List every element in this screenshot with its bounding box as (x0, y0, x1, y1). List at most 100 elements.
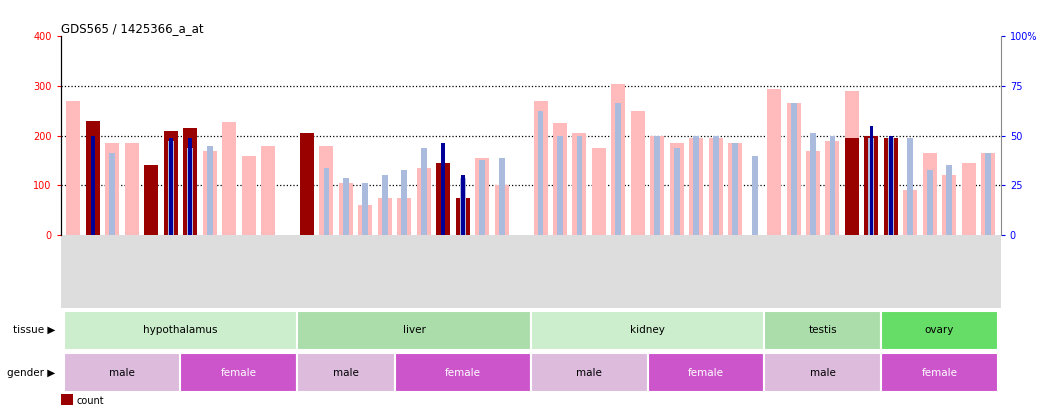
Bar (417, 168, 431, 235)
Bar (86, 121, 100, 235)
Bar (576, 136, 583, 235)
Bar (865, 136, 878, 235)
Text: male: male (576, 368, 603, 377)
Bar (64, 353, 180, 392)
Bar (188, 148, 193, 235)
Bar (320, 145, 333, 235)
Bar (592, 148, 606, 235)
Bar (845, 138, 859, 235)
Bar (558, 136, 563, 235)
Bar (381, 175, 388, 235)
Text: hypothalamus: hypothalamus (144, 325, 218, 335)
Bar (713, 136, 719, 235)
Bar (615, 103, 621, 235)
Bar (830, 136, 835, 235)
Bar (790, 103, 796, 235)
Bar (461, 175, 464, 235)
Text: female: female (687, 368, 724, 377)
Bar (631, 111, 645, 235)
Bar (985, 153, 991, 235)
Bar (826, 141, 839, 235)
Bar (394, 353, 530, 392)
Bar (942, 175, 956, 235)
Bar (533, 101, 547, 235)
Bar (163, 131, 178, 235)
Bar (106, 143, 119, 235)
Text: gender ▶: gender ▶ (7, 368, 56, 377)
Text: ovary: ovary (924, 325, 955, 335)
Bar (981, 153, 996, 235)
Text: male: male (810, 368, 835, 377)
Bar (670, 143, 683, 235)
Bar (358, 205, 372, 235)
Bar (202, 151, 217, 235)
Bar (923, 153, 937, 235)
Text: kidney: kidney (630, 325, 665, 335)
Bar (363, 183, 368, 235)
Bar (806, 151, 820, 235)
Bar (456, 198, 470, 235)
Bar (436, 171, 451, 235)
Bar (298, 311, 530, 350)
Text: count: count (77, 396, 104, 405)
Bar (728, 143, 742, 235)
Bar (206, 145, 213, 235)
Bar (189, 138, 192, 235)
Bar (499, 158, 504, 235)
Bar (479, 160, 485, 235)
Bar (339, 183, 353, 235)
Bar (869, 138, 874, 235)
Bar (125, 143, 138, 235)
Bar (324, 168, 329, 235)
Text: male: male (333, 368, 358, 377)
Bar (168, 141, 174, 235)
Bar (889, 136, 893, 235)
Bar (881, 311, 998, 350)
Text: tissue ▶: tissue ▶ (14, 325, 56, 335)
Bar (553, 123, 567, 235)
Text: female: female (921, 368, 958, 377)
Bar (145, 165, 158, 235)
Bar (441, 143, 445, 235)
Bar (298, 353, 394, 392)
Bar (183, 128, 197, 235)
Bar (91, 136, 94, 235)
Bar (180, 353, 298, 392)
Bar (694, 136, 699, 235)
Text: testis: testis (808, 325, 837, 335)
Bar (845, 91, 859, 235)
Bar (300, 133, 314, 235)
Bar (654, 136, 660, 235)
Bar (460, 178, 465, 235)
Bar (648, 353, 764, 392)
Text: female: female (444, 368, 481, 377)
Bar (421, 148, 427, 235)
Text: GDS565 / 1425366_a_at: GDS565 / 1425366_a_at (61, 22, 203, 35)
Bar (787, 103, 801, 235)
Bar (242, 156, 256, 235)
Bar (436, 163, 451, 235)
Bar (903, 190, 917, 235)
Bar (751, 156, 758, 235)
Bar (64, 311, 298, 350)
Bar (109, 153, 115, 235)
Bar (530, 311, 764, 350)
Bar (926, 171, 933, 235)
Bar (810, 133, 816, 235)
Bar (908, 138, 913, 235)
Bar (261, 145, 275, 235)
Bar (888, 138, 894, 235)
Text: female: female (221, 368, 257, 377)
Bar (881, 353, 998, 392)
Bar (495, 185, 508, 235)
Text: male: male (109, 368, 135, 377)
Text: liver: liver (402, 325, 425, 335)
Bar (946, 165, 953, 235)
Bar (401, 171, 408, 235)
Bar (883, 138, 898, 235)
Bar (767, 89, 781, 235)
Bar (764, 353, 881, 392)
Bar (222, 122, 236, 235)
Bar (343, 178, 349, 235)
Bar (538, 111, 544, 235)
